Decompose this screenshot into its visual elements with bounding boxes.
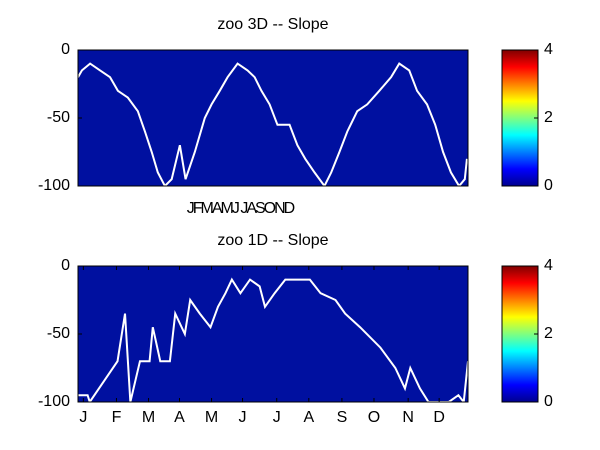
colorbar-tick-label: 4 [544,41,553,58]
colorbar-tick-label: 0 [544,393,553,410]
y-tick-label: 0 [61,257,70,274]
x-tick-label: J [239,409,247,426]
x-tick-label: S [337,409,348,426]
colorbar-tick-label: 2 [544,109,553,126]
x-tick-label: D [433,409,445,426]
heatmap-field [78,50,468,186]
y-tick-label: -100 [38,393,70,410]
y-tick-label: -50 [47,109,70,126]
x-tick-label: F [112,409,122,426]
x-tick-label: N [402,409,414,426]
heatmap-field [78,266,468,402]
depth-line [77,62,468,188]
y-tick-label: -50 [47,325,70,342]
x-tick-label: J [79,409,87,426]
x-tick-label: M [205,409,218,426]
colorbar-tick-label: 0 [544,177,553,194]
colorbar [501,49,539,187]
x-tick-label: A [174,409,185,426]
x-tick-label: M [142,409,155,426]
x-tick-label: J [273,409,281,426]
colorbar-tick-label: 2 [544,325,553,342]
y-tick-label: -100 [38,177,70,194]
y-tick-label: 0 [61,41,70,58]
colorbar [501,265,539,403]
x-tick-label: A [303,409,314,426]
depth-line [78,277,469,405]
x-tick-label: O [368,409,380,426]
month-annotation: JFMAMJ JASOND [187,200,295,217]
chart-title: zoo 3D -- Slope [217,16,328,33]
colorbar-tick-label: 4 [544,257,553,274]
chart-title: zoo 1D -- Slope [217,232,328,249]
